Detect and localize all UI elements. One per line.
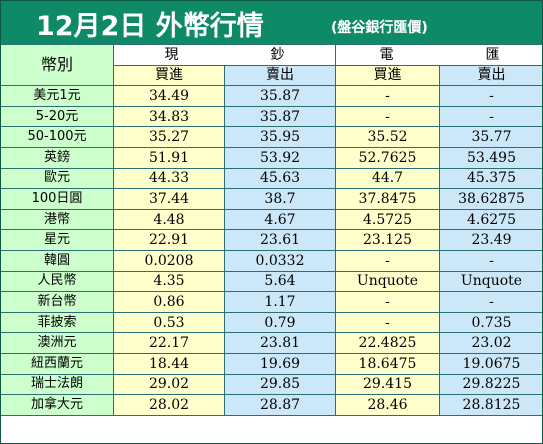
table-row: 加拿大元 28.02 28.87 28.46 28.8125 xyxy=(0,394,543,416)
currency-cell: 50-100元 xyxy=(0,126,114,148)
cash-sell-cell: 4.67 xyxy=(224,208,336,231)
wire-header-right: 匯 xyxy=(485,46,500,63)
wire-sell-cell: 19.0675 xyxy=(439,352,543,375)
wire-sell-cell: 0.735 xyxy=(439,311,543,334)
cash-sell-cell: 35.87 xyxy=(224,85,336,107)
cash-sell-cell: 29.85 xyxy=(224,373,336,396)
cash-buy-cell: 44.33 xyxy=(113,167,225,190)
wire-buy-header: 買進 xyxy=(335,64,440,87)
table-row: 歐元 44.33 45.63 44.7 45.375 xyxy=(0,167,543,190)
cash-group-header: 現鈔 xyxy=(113,44,336,66)
currency-cell: 港幣 xyxy=(0,208,114,231)
cash-buy-cell: 34.83 xyxy=(113,105,225,128)
page-title: 12月2日 外幣行情 xyxy=(36,11,264,42)
cash-sell-header: 賣出 xyxy=(224,64,336,87)
wire-buy-cell: Unquote xyxy=(335,270,440,293)
wire-sell-cell: - xyxy=(439,85,543,107)
wire-buy-cell: 28.46 xyxy=(335,394,440,416)
table-row: 50-100元 35.27 35.95 35.52 35.77 xyxy=(0,126,543,148)
currency-cell: 菲披索 xyxy=(0,311,114,334)
table-row: 韓圓 0.0208 0.0332- - xyxy=(0,249,543,272)
cash-buy-cell: 22.17 xyxy=(113,332,225,354)
currency-cell: 歐元 xyxy=(0,167,114,190)
wire-sell-cell: 4.6275 xyxy=(439,208,543,231)
table-row: 菲披索 0.53 0.79-0.735 xyxy=(0,311,543,334)
wire-buy-cell: 29.415 xyxy=(335,373,440,396)
cash-buy-cell: 35.27 xyxy=(113,126,225,148)
wire-header-left: 電 xyxy=(379,46,394,63)
currency-cell: 瑞士法朗 xyxy=(0,373,114,396)
table-row: 瑞士法朗 29.02 29.85 29.415 29.8225 xyxy=(0,373,543,396)
wire-sell-cell: 45.375 xyxy=(439,167,543,190)
cash-buy-cell: 0.86 xyxy=(113,291,225,313)
cash-buy-cell: 0.0208 xyxy=(113,249,225,272)
cash-sell-cell: 5.64 xyxy=(224,270,336,293)
cash-sell-cell: 35.95 xyxy=(224,126,336,148)
wire-buy-cell: 4.5725 xyxy=(335,208,440,231)
currency-cell: 英鎊 xyxy=(0,146,114,169)
wire-sell-cell: Unquote xyxy=(439,270,543,293)
cash-sell-cell: 53.92 xyxy=(224,146,336,169)
wire-buy-cell: 22.4825 xyxy=(335,332,440,354)
wire-buy-cell: - xyxy=(335,249,440,272)
currency-cell: 新台幣 xyxy=(0,291,114,313)
wire-sell-cell: 29.8225 xyxy=(439,373,543,396)
wire-buy-cell: - xyxy=(335,291,440,313)
cash-buy-header: 買進 xyxy=(113,64,225,87)
cash-sell-cell: 45.63 xyxy=(224,167,336,190)
cash-sell-cell: 23.81 xyxy=(224,332,336,354)
wire-sell-cell: - xyxy=(439,291,543,313)
wire-buy-cell: - xyxy=(335,85,440,107)
cash-buy-cell: 4.35 xyxy=(113,270,225,293)
currency-cell: 5-20元 xyxy=(0,105,114,128)
cash-header-right: 鈔 xyxy=(270,46,285,63)
cash-sell-cell: 0.0332 xyxy=(224,249,336,272)
cash-buy-cell: 29.02 xyxy=(113,373,225,396)
cash-sell-cell: 28.87 xyxy=(224,394,336,416)
cash-sell-cell: 23.61 xyxy=(224,229,336,251)
rate-rows: 美元1元 34.49 35.87- -5-20元 34.83 35.87- -50-100元… xyxy=(0,85,543,416)
wire-sell-cell: 38.62875 xyxy=(439,188,543,210)
currency-cell: 澳洲元 xyxy=(0,332,114,354)
table-row: 5-20元 34.83 35.87- - xyxy=(0,105,543,128)
table-row: 美元1元 34.49 35.87- - xyxy=(0,85,543,107)
wire-sell-cell: 28.8125 xyxy=(439,394,543,416)
cash-buy-cell: 22.91 xyxy=(113,229,225,251)
table-row: 港幣 4.48 4.67 4.5725 4.6275 xyxy=(0,208,543,231)
cash-buy-cell: 28.02 xyxy=(113,394,225,416)
source-label: (盤谷銀行匯價) xyxy=(331,20,428,36)
cash-header-left: 現 xyxy=(164,46,179,63)
currency-cell: 韓圓 xyxy=(0,249,114,272)
table-row: 星元 22.91 23.61 23.125 23.49 xyxy=(0,229,543,251)
wire-sell-cell: 23.02 xyxy=(439,332,543,354)
wire-buy-cell: 44.7 xyxy=(335,167,440,190)
exchange-rate-table: 幣別 現鈔 電匯 買進 賣出 買進 賣出 美元1元 34.49 35.87- -5-2… xyxy=(0,43,543,416)
title-bar: 12月2日 外幣行情 (盤谷銀行匯價) xyxy=(0,0,543,44)
currency-cell: 加拿大元 xyxy=(0,394,114,416)
cash-sell-cell: 19.69 xyxy=(224,352,336,375)
table-row: 英鎊 51.91 53.92 52.7625 53.495 xyxy=(0,146,543,169)
currency-cell: 紐西蘭元 xyxy=(0,352,114,375)
wire-sell-cell: 23.49 xyxy=(439,229,543,251)
table-row: 澳洲元 22.17 23.81 22.4825 23.02 xyxy=(0,332,543,354)
table-row: 紐西蘭元 18.44 19.69 18.6475 19.0675 xyxy=(0,352,543,375)
wire-group-header: 電匯 xyxy=(335,44,543,66)
wire-buy-cell: 23.125 xyxy=(335,229,440,251)
wire-sell-header: 賣出 xyxy=(439,64,543,87)
cash-buy-cell: 37.44 xyxy=(113,188,225,210)
cash-sell-cell: 38.7 xyxy=(224,188,336,210)
cash-sell-cell: 35.87 xyxy=(224,105,336,128)
cash-buy-cell: 34.49 xyxy=(113,85,225,107)
cash-sell-cell: 0.79 xyxy=(224,311,336,334)
